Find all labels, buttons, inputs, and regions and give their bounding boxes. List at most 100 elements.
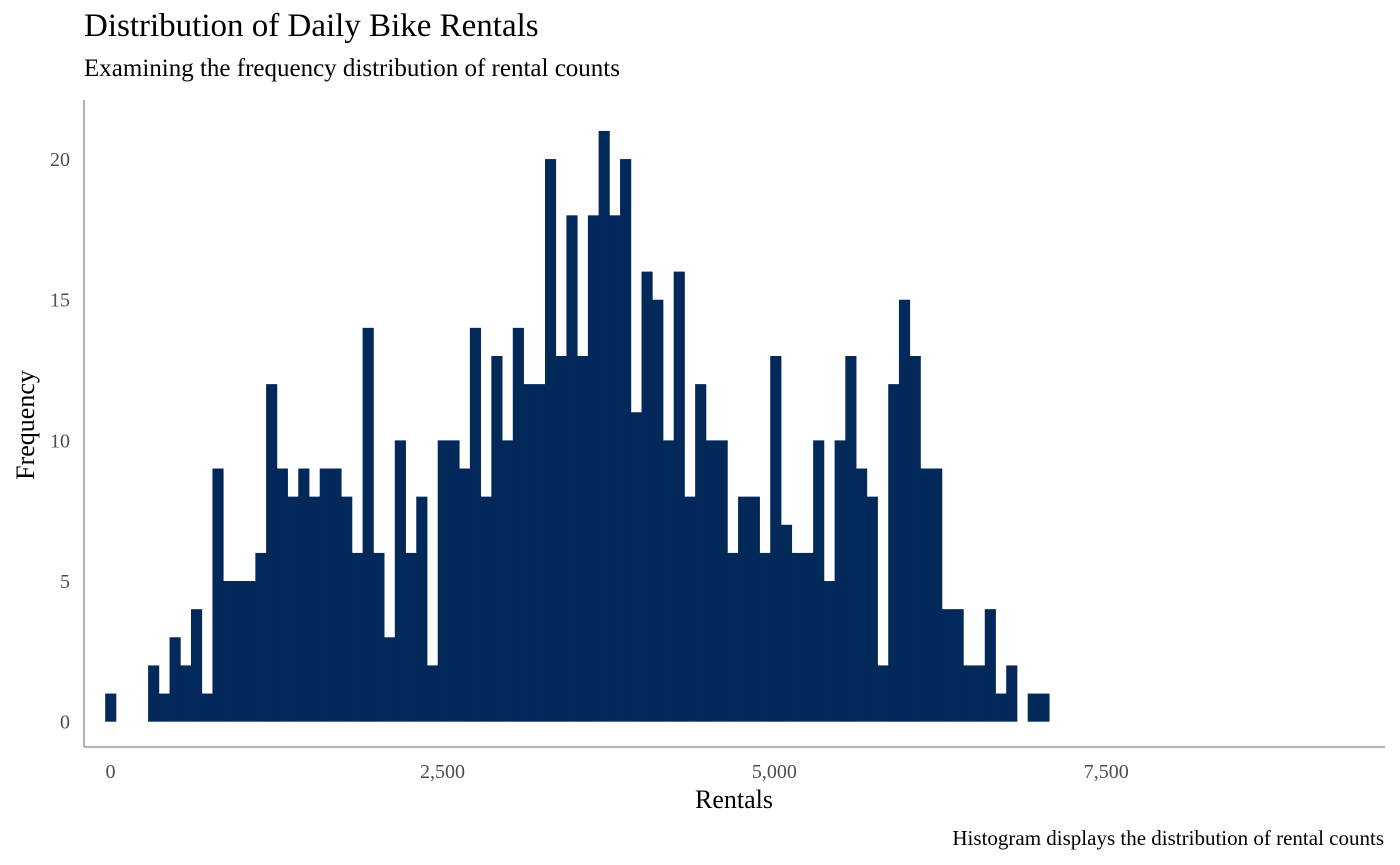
histogram-bar: [405, 552, 417, 722]
histogram-bar: [180, 665, 192, 722]
histogram-bar: [770, 355, 782, 722]
histogram-bar: [963, 665, 975, 722]
y-tick-label: 15: [50, 290, 70, 312]
y-axis-ticks: 0 5 10 15 20: [50, 149, 70, 734]
histogram-bar: [169, 637, 181, 722]
histogram-bar: [748, 496, 760, 722]
histogram-bar: [866, 496, 878, 722]
histogram-bar: [920, 468, 932, 722]
histogram-bar: [287, 496, 299, 722]
histogram-bar: [308, 496, 321, 722]
histogram-bar: [931, 468, 943, 722]
histogram-bar: [684, 496, 696, 722]
histogram-bar: [341, 496, 353, 722]
chart-caption: Histogram displays the distribution of r…: [952, 826, 1384, 850]
histogram-bar: [351, 552, 364, 722]
histogram-bar: [609, 215, 621, 722]
histogram-bar: [888, 384, 900, 722]
histogram-bar: [394, 440, 406, 722]
histogram-bar: [212, 468, 224, 722]
histogram-bar: [244, 581, 256, 722]
histogram-bar: [1006, 665, 1018, 722]
histogram-bar: [448, 440, 460, 722]
y-tick-label: 10: [50, 430, 70, 452]
histogram-bar: [652, 299, 664, 722]
histogram-bar: [984, 609, 996, 722]
histogram-bar: [877, 665, 889, 722]
histogram-bar: [1027, 693, 1039, 722]
histogram-bar: [523, 384, 535, 722]
histogram-bar: [1038, 693, 1050, 722]
histogram-bar: [834, 440, 846, 722]
histogram-bar: [158, 693, 170, 722]
histogram-bar: [577, 355, 589, 722]
histogram-bar: [673, 271, 685, 722]
histogram-bar: [491, 355, 503, 722]
histogram-bar: [319, 468, 331, 722]
histogram-bar: [630, 412, 642, 722]
histogram-bar: [373, 552, 385, 722]
histogram-bar: [780, 524, 793, 722]
x-axis-title: Rentals: [695, 785, 773, 814]
histogram-bar: [995, 693, 1007, 722]
histogram-bar: [727, 552, 739, 722]
histogram-bar: [662, 440, 675, 722]
x-tick-label: 0: [106, 761, 116, 783]
histogram-bar: [566, 215, 578, 722]
histogram-bar: [148, 665, 160, 722]
histogram-bar: [856, 468, 868, 722]
histogram-bar: [941, 609, 953, 722]
histogram-bars: [105, 130, 1050, 722]
histogram-bar: [416, 496, 428, 722]
histogram-bar: [426, 665, 439, 722]
x-axis-ticks: 0 2,500 5,000 7,500: [106, 761, 1129, 783]
histogram-bar: [598, 130, 610, 722]
chart-title: Distribution of Daily Bike Rentals: [84, 8, 539, 44]
histogram-bar: [620, 159, 632, 722]
x-tick-label: 7,500: [1084, 761, 1129, 783]
histogram-bar: [823, 581, 835, 722]
histogram-bar: [105, 693, 117, 722]
histogram-bar: [759, 552, 771, 722]
y-tick-label: 20: [50, 149, 70, 171]
histogram-bar: [384, 637, 396, 722]
histogram-bar: [544, 159, 557, 722]
chart-subtitle: Examining the frequency distribution of …: [84, 55, 620, 82]
histogram-bar: [898, 299, 911, 722]
histogram-bar: [952, 609, 964, 722]
y-tick-label: 0: [60, 712, 70, 734]
histogram-bar: [223, 581, 235, 722]
histogram-bar: [276, 468, 288, 722]
histogram-bar: [974, 665, 986, 722]
histogram-bar: [459, 468, 471, 722]
histogram-bar: [502, 440, 514, 722]
histogram-bar: [695, 384, 707, 722]
histogram-bar: [802, 552, 814, 722]
histogram-bar: [362, 327, 374, 722]
histogram-bar: [555, 355, 567, 722]
histogram-bar: [266, 384, 278, 722]
histogram-bar: [330, 468, 342, 722]
histogram-bar: [437, 440, 449, 722]
histogram-bar: [909, 355, 921, 722]
histogram-bar: [469, 327, 482, 722]
histogram-bar: [738, 496, 750, 722]
histogram-bar: [191, 609, 203, 722]
histogram-bar: [534, 384, 546, 722]
y-tick-label: 5: [60, 571, 70, 593]
x-tick-label: 2,500: [420, 761, 465, 783]
histogram-bar: [233, 581, 246, 722]
histogram-bar: [716, 440, 728, 722]
y-axis-title: Frequency: [11, 370, 40, 480]
histogram-bar: [791, 552, 803, 722]
histogram-bar: [512, 327, 524, 722]
histogram-bar: [587, 215, 600, 722]
histogram-bar: [813, 440, 825, 722]
histogram-bar: [641, 271, 653, 722]
x-tick-label: 5,000: [752, 761, 797, 783]
histogram-bar: [201, 693, 213, 722]
histogram-bar: [298, 468, 310, 722]
histogram-bar: [845, 355, 857, 722]
histogram-bar: [480, 496, 492, 722]
